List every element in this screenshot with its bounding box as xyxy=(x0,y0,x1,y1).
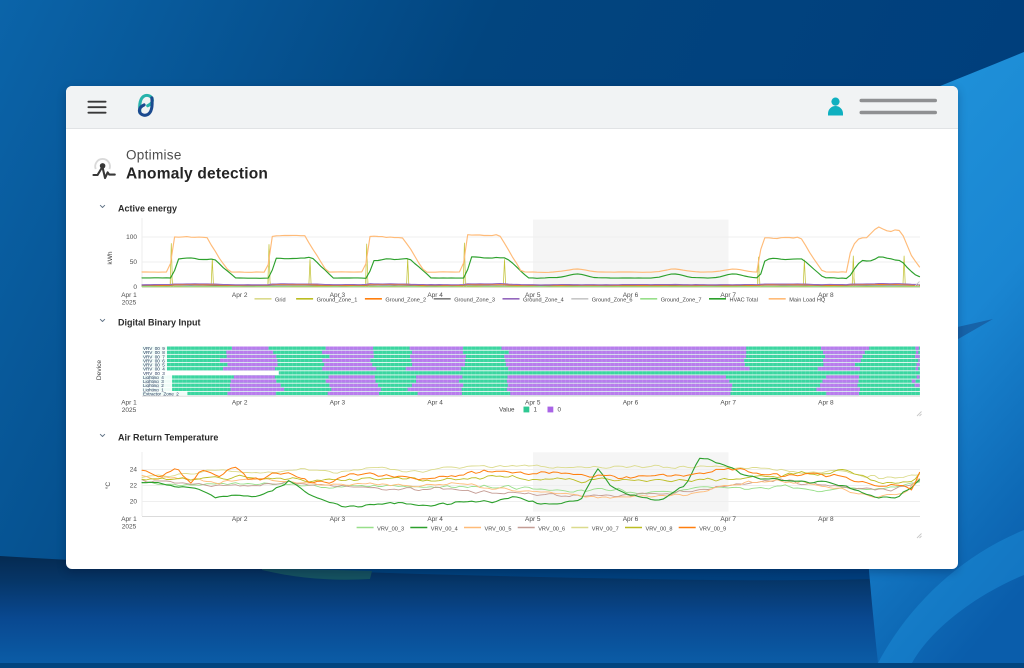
svg-text:Apr 5: Apr 5 xyxy=(525,292,541,299)
svg-text:Lighting_3: Lighting_3 xyxy=(143,379,164,384)
svg-text:VRV_00_7: VRV_00_7 xyxy=(592,526,619,532)
svg-text:VRV_00_8: VRV_00_8 xyxy=(143,350,165,355)
svg-text:°C: °C xyxy=(104,482,112,490)
svg-text:Apr 1: Apr 1 xyxy=(121,516,137,523)
svg-text:Apr 8: Apr 8 xyxy=(818,516,834,523)
svg-text:Apr 5: Apr 5 xyxy=(525,516,541,523)
svg-text:Ground_Zone_2: Ground_Zone_2 xyxy=(385,298,426,304)
svg-text:Digital Binary Input: Digital Binary Input xyxy=(118,318,201,328)
svg-text:2025: 2025 xyxy=(122,299,137,306)
svg-text:20: 20 xyxy=(130,499,138,506)
svg-text:Extractor_Zone_2: Extractor_Zone_2 xyxy=(143,391,179,396)
svg-text:0: 0 xyxy=(133,284,137,291)
svg-text:Apr 2: Apr 2 xyxy=(232,516,248,523)
svg-text:Apr 6: Apr 6 xyxy=(623,400,639,407)
svg-text:2025: 2025 xyxy=(122,407,137,414)
svg-text:Ground_Zone_6: Ground_Zone_6 xyxy=(592,298,633,304)
svg-text:VRV_00_3: VRV_00_3 xyxy=(377,526,404,532)
svg-text:VRV_00_5: VRV_00_5 xyxy=(143,363,165,368)
svg-text:VRV_00_4: VRV_00_4 xyxy=(143,367,165,372)
svg-text:Optimise: Optimise xyxy=(126,148,182,163)
svg-text:22: 22 xyxy=(130,483,138,490)
svg-text:Air Return Temperature: Air Return Temperature xyxy=(118,433,218,443)
svg-text:Apr 7: Apr 7 xyxy=(720,516,736,523)
svg-text:Anomaly detection: Anomaly detection xyxy=(126,166,268,183)
svg-text:Main Load HQ: Main Load HQ xyxy=(789,298,826,304)
svg-text:Apr 8: Apr 8 xyxy=(818,400,834,407)
svg-text:Active energy: Active energy xyxy=(118,204,177,214)
svg-text:Ground_Zone_1: Ground_Zone_1 xyxy=(317,298,358,304)
svg-text:VRV_00_4: VRV_00_4 xyxy=(431,526,458,532)
svg-text:Apr 4: Apr 4 xyxy=(427,292,443,299)
svg-text:VRV_00_5: VRV_00_5 xyxy=(485,526,512,532)
svg-text:Apr 6: Apr 6 xyxy=(623,516,639,523)
svg-text:24: 24 xyxy=(130,467,138,474)
svg-text:Lighting_1: Lighting_1 xyxy=(143,387,164,392)
svg-text:Apr 6: Apr 6 xyxy=(623,292,639,299)
svg-text:Lighting_2: Lighting_2 xyxy=(143,383,164,388)
svg-text:Apr 4: Apr 4 xyxy=(427,516,443,523)
svg-text:2025: 2025 xyxy=(122,523,137,530)
svg-text:Apr 3: Apr 3 xyxy=(330,400,346,407)
svg-text:Grid: Grid xyxy=(275,298,286,304)
svg-text:VRV_00_9: VRV_00_9 xyxy=(143,346,165,351)
svg-text:HVAC Total: HVAC Total xyxy=(730,298,758,304)
svg-text:Apr 4: Apr 4 xyxy=(427,400,443,407)
svg-text:Apr 8: Apr 8 xyxy=(818,292,834,299)
svg-text:Apr 2: Apr 2 xyxy=(232,400,248,407)
svg-text:Ground_Zone_4: Ground_Zone_4 xyxy=(523,298,564,304)
svg-text:Apr 5: Apr 5 xyxy=(525,400,541,407)
svg-text:VRV_00_6: VRV_00_6 xyxy=(143,358,165,363)
svg-text:VRV_00_7: VRV_00_7 xyxy=(143,354,165,359)
svg-text:Value: Value xyxy=(499,407,515,414)
svg-text:Apr 1: Apr 1 xyxy=(121,400,137,407)
svg-text:VRV_00_6: VRV_00_6 xyxy=(538,526,565,532)
svg-text:Lighting_4: Lighting_4 xyxy=(143,375,164,380)
svg-text:1: 1 xyxy=(534,407,538,414)
svg-text:Apr 2: Apr 2 xyxy=(232,292,248,299)
svg-text:Ground_Zone_7: Ground_Zone_7 xyxy=(661,298,702,304)
svg-text:100: 100 xyxy=(126,234,137,241)
svg-text:VRV_00_3: VRV_00_3 xyxy=(143,371,165,376)
svg-text:Apr 3: Apr 3 xyxy=(330,516,346,523)
svg-text:VRV_00_8: VRV_00_8 xyxy=(646,526,673,532)
svg-text:kWh: kWh xyxy=(107,251,114,265)
svg-text:Apr 3: Apr 3 xyxy=(330,292,346,299)
svg-text:VRV_00_9: VRV_00_9 xyxy=(699,526,726,532)
svg-text:Apr 1: Apr 1 xyxy=(121,292,137,299)
svg-text:50: 50 xyxy=(130,259,138,266)
svg-text:Apr 7: Apr 7 xyxy=(720,292,736,299)
svg-text:0: 0 xyxy=(558,407,562,414)
svg-text:Device: Device xyxy=(96,360,103,380)
svg-text:Ground_Zone_3: Ground_Zone_3 xyxy=(454,298,495,304)
svg-text:Apr 7: Apr 7 xyxy=(720,400,736,407)
